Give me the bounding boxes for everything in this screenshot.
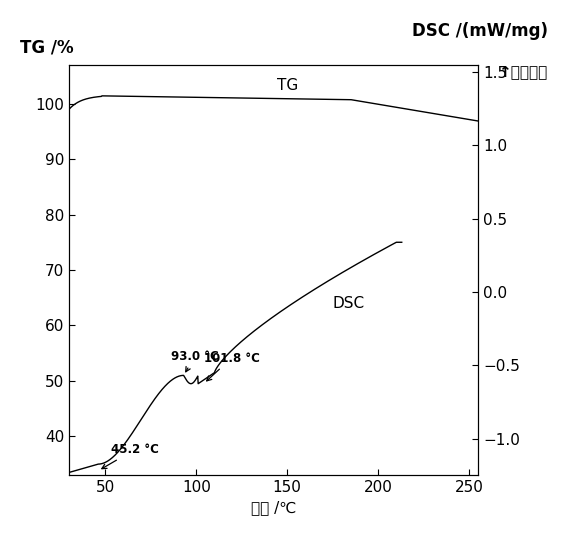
Text: 93.0 °C: 93.0 °C [171,350,219,372]
Text: TG: TG [276,78,298,92]
Text: DSC: DSC [333,296,365,311]
Text: 101.8 °C: 101.8 °C [204,352,260,381]
X-axis label: 温度 /℃: 温度 /℃ [251,501,296,516]
Text: DSC /(mW/mg): DSC /(mW/mg) [412,22,548,40]
Text: ↑放热方向: ↑放热方向 [498,65,548,80]
Text: 45.2 °C: 45.2 °C [102,443,159,469]
Text: TG /%: TG /% [20,38,74,57]
